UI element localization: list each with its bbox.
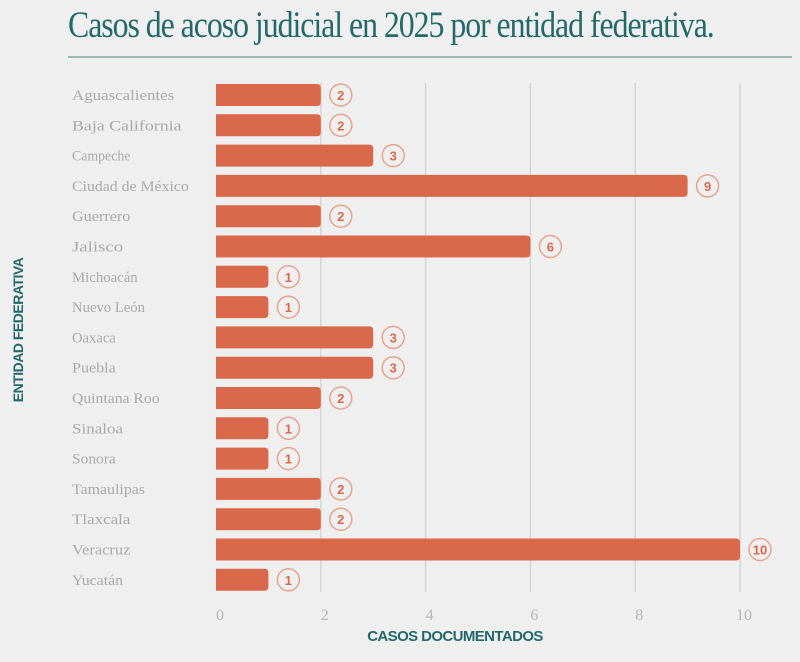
chart-title: Casos de acoso judicial en 2025 por enti… [68,5,715,46]
category-label: Guerrero [72,209,130,225]
category-label: Nuevo León [72,300,145,316]
data-label-badge [276,568,301,592]
data-label-badge [276,416,301,441]
data-label-badge [329,113,353,138]
data-label-badge [695,174,720,198]
bar [216,174,688,197]
bar [216,235,531,258]
category-label: Tamaulipas [72,482,145,498]
data-label: 1 [285,421,292,436]
data-label: 2 [337,482,344,497]
data-label: 1 [285,573,292,588]
category-label: Baja California [72,118,182,134]
bar [216,508,321,531]
category-label: Michoacán [72,270,138,286]
data-label-badge [381,355,405,380]
category-label: Puebla [72,361,116,377]
category-label: Quintana Roo [72,391,160,407]
x-axis-label: CASOS DOCUMENTADOS [367,628,543,645]
x-tick-label: 0 [216,607,224,624]
data-label: 10 [753,543,767,558]
bar [216,387,321,409]
x-tick-label: 8 [635,607,643,624]
data-label-badge [538,234,563,259]
bar [216,296,269,319]
data-label-badge [329,204,353,228]
category-label: Sinaloa [72,421,123,437]
bar [216,205,321,228]
data-label: 1 [285,300,292,315]
data-label-badge [329,507,353,531]
bar [216,114,321,137]
data-label: 2 [337,88,344,103]
category-label: Aguascalientes [72,88,174,104]
bar [216,417,269,440]
bar [216,84,321,106]
category-label: Campeche [72,149,131,165]
data-label-badge [381,325,405,350]
category-label: Sonora [72,452,116,468]
data-label-badge [329,386,353,410]
data-label: 2 [337,391,344,406]
data-label: 9 [704,179,711,194]
data-label-badge [381,143,405,168]
data-label-badge [276,265,301,289]
data-label: 2 [337,118,344,133]
bar [216,326,374,349]
data-label: 3 [390,361,397,376]
category-label: Tlaxcala [72,512,131,528]
category-label: Oaxaca [72,330,116,346]
bar [216,568,269,591]
category-label: Jalisco [72,240,123,256]
bar [216,265,269,288]
x-tick-label: 4 [426,607,434,624]
bar [216,538,740,561]
x-tick-label: 6 [530,607,538,624]
bar [216,447,269,470]
data-label-badge [748,537,772,562]
data-label-badge [329,477,353,501]
data-label: 2 [337,209,344,224]
x-tick-label: 10 [736,607,752,624]
category-label: Yucatán [72,573,124,589]
data-label: 1 [285,452,292,467]
x-tick-label: 2 [321,607,329,624]
data-label-badge [329,83,353,107]
data-label: 6 [547,240,554,255]
bar [216,477,321,500]
category-label: Veracruz [72,543,131,559]
bar [216,144,374,167]
data-label: 1 [285,270,292,285]
data-label: 3 [390,149,397,164]
bar [216,356,374,379]
category-label: Ciudad de México [72,179,189,195]
data-label: 3 [390,330,397,345]
data-label-badge [276,446,301,471]
data-label: 2 [337,512,344,527]
data-label-badge [276,295,301,319]
title-divider [68,56,792,58]
